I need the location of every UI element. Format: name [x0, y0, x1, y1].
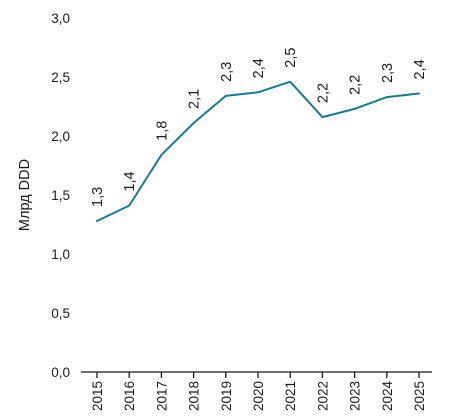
data-label: 1,8 [154, 121, 170, 141]
data-label: 2,3 [380, 63, 396, 83]
y-tick-label: 3,0 [51, 11, 70, 26]
y-tick-label: 2,5 [51, 70, 70, 85]
y-axis-label: Млрд DDD [17, 159, 33, 231]
data-label: 2,5 [283, 48, 299, 68]
y-tick-label: 1,0 [51, 247, 70, 262]
x-axis: 2015 2016 2017 2018 2019 2020 2021 2022 2023 2024… [81, 371, 432, 412]
data-label: 2,3 [219, 62, 235, 82]
x-tick-label: 2017 [154, 381, 169, 411]
y-tick-label: 0,0 [51, 365, 70, 380]
x-tick-label: 2015 [90, 381, 105, 411]
x-tick-label: 2016 [122, 381, 137, 411]
x-tick-label: 2022 [315, 381, 330, 411]
x-tick-label: 2025 [412, 381, 427, 411]
x-tick-label: 2020 [251, 381, 266, 411]
x-tick-label: 2018 [187, 381, 202, 411]
y-tick-label: 0,5 [51, 306, 70, 321]
series-line [96, 80, 420, 222]
data-label: 2,2 [348, 75, 364, 95]
y-axis: 0,0 0,5 1,0 1,5 2,0 2,5 3,0 [51, 11, 70, 380]
data-label: 2,4 [251, 58, 267, 78]
data-labels: 1,3 1,4 1,8 2,1 2,3 2,4 2,5 2,2 2,2 2,3 2,4 [90, 48, 428, 207]
series-group [96, 80, 420, 222]
data-label: 1,3 [90, 187, 106, 207]
y-tick-label: 1,5 [51, 188, 70, 203]
data-label: 2,2 [315, 83, 331, 103]
x-tick-label: 2024 [380, 381, 395, 412]
y-tick-label: 2,0 [51, 129, 70, 144]
data-label: 1,4 [122, 171, 138, 191]
data-label: 2,4 [412, 59, 428, 79]
data-label: 2,1 [187, 89, 203, 109]
x-tick-label: 2023 [348, 381, 363, 411]
x-tick-label: 2021 [283, 381, 298, 411]
x-tick-label: 2019 [219, 381, 234, 411]
